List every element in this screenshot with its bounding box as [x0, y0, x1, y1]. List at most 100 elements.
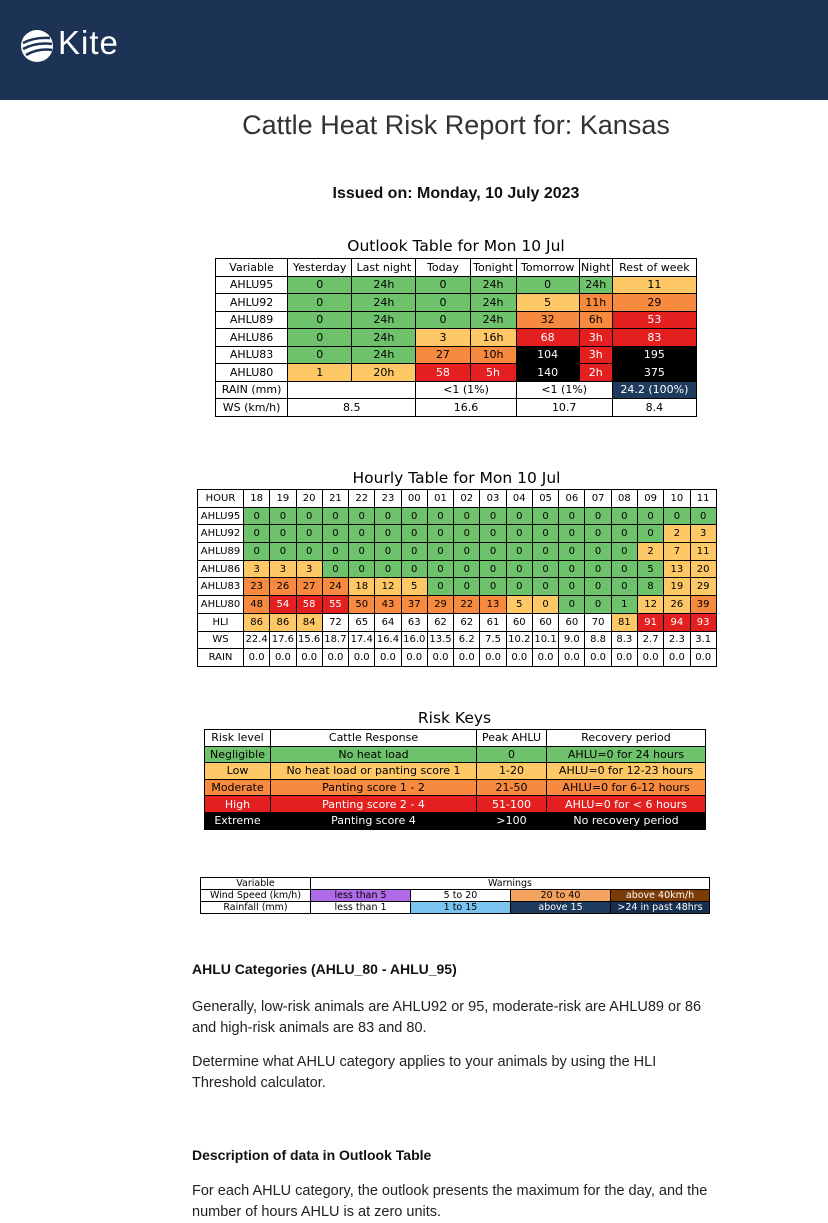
table-cell: 0 — [415, 310, 471, 329]
table-cell: 3 — [242, 559, 271, 579]
table-cell: 1 to 15 — [410, 901, 511, 914]
row-label: RAIN — [197, 648, 244, 667]
table-cell: 61 — [479, 612, 507, 632]
table-cell: 20 — [689, 559, 717, 579]
column-header: HOUR — [197, 489, 244, 508]
table-cell: 0.0 — [453, 648, 481, 667]
table-cell: 8 — [636, 577, 665, 597]
row-label: RAIN (mm) — [214, 380, 289, 399]
table-cell: 51-100 — [476, 795, 547, 813]
table-row: AHLU86 0 24h 3 16h 68 3h 83 — [214, 328, 698, 347]
row-label: AHLU95 — [197, 506, 244, 526]
table-cell: 19 — [663, 577, 691, 597]
table-cell: 54 — [269, 595, 297, 614]
table-cell: 9.0 — [558, 630, 586, 650]
logo-text[interactable]: Kite — [58, 24, 119, 61]
table-cell: 84 — [295, 612, 323, 632]
table-row: WS 22.4 17.6 15.6 18.7 17.4 16.4 16.0 13.5 6.2 7.5… — [197, 630, 717, 650]
table-cell: 60 — [505, 612, 533, 632]
table-cell: 6.2 — [453, 630, 481, 650]
table-cell: 7 — [663, 542, 691, 561]
warnings-table: Variable Warnings Wind Speed (km/h) less th… — [200, 877, 711, 914]
table-row: AHLU83 0 24h 27 10h 104 3h 195 — [214, 345, 698, 364]
table-cell: 3.1 — [689, 630, 717, 650]
table-cell: AHLU=0 for 24 hours — [546, 745, 706, 764]
table-cell: 0 — [321, 506, 350, 526]
table-cell: 0 — [287, 293, 353, 312]
column-header: Today — [415, 258, 471, 277]
table-cell: Panting score 4 — [270, 811, 477, 830]
row-label: AHLU80 — [214, 363, 289, 382]
table-cell: 2.3 — [663, 630, 691, 650]
table-cell: 13 — [663, 559, 691, 579]
table-cell: 58 — [295, 595, 323, 614]
table-cell: 0 — [295, 542, 323, 561]
column-header: 08 — [610, 489, 638, 508]
column-header: 01 — [426, 489, 455, 508]
paragraph: Determine what AHLU category applies to … — [192, 1054, 657, 1091]
table-cell: 43 — [374, 595, 402, 614]
header-row: HOUR 18 19 20 21 22 23 00 01 02 03 04 05 06 07 08 09 10 11 — [197, 489, 717, 508]
table-cell: 0 — [287, 328, 353, 347]
table-row: AHLU92 0 24h 0 24h 5 11h 29 — [214, 293, 698, 312]
table-cell: 86 — [242, 612, 271, 632]
hourly-table: HOUR 18 19 20 21 22 23 00 01 02 03 04 05 06 07 08 09 10 11… — [197, 489, 717, 667]
row-label: AHLU86 — [197, 559, 244, 579]
table-cell: 5 — [400, 577, 428, 597]
column-header: 09 — [636, 489, 665, 508]
table-cell: 195 — [611, 345, 698, 364]
table-row: Low No heat load or panting score 1 1-20 AH… — [204, 762, 706, 780]
column-header: Night — [578, 258, 613, 277]
paragraph: For each AHLU category, the outlook pres… — [192, 1183, 708, 1220]
table-cell: 2h — [578, 363, 613, 382]
table-caption: Risk Keys — [417, 709, 492, 727]
table-cell: 2 — [663, 524, 691, 544]
table-cell: 0 — [479, 559, 507, 579]
table-cell: 1-20 — [476, 762, 547, 780]
table-cell: 16.4 — [374, 630, 402, 650]
row-label: AHLU89 — [197, 542, 244, 561]
table-cell: Negligible — [204, 745, 271, 764]
table-cell: 0 — [479, 524, 507, 544]
column-header: 03 — [479, 489, 507, 508]
table-cell: 27 — [295, 577, 323, 597]
table-cell: 5 to 20 — [410, 889, 511, 902]
column-header: Risk level — [204, 729, 271, 747]
table-row: RAIN (mm) <1 (1%) <1 (1%) 24.2 (100%) — [214, 380, 698, 399]
table-cell: 18 — [348, 577, 376, 597]
table-cell: 60 — [531, 612, 560, 632]
table-cell: 0 — [374, 542, 402, 561]
report-title: Cattle Heat Risk Report for: Kansas — [242, 110, 670, 140]
row-label: HLI — [197, 612, 244, 632]
table-cell: 11h — [578, 293, 613, 312]
table-cell: 5h — [469, 363, 517, 382]
table-cell: <1 (1%) — [515, 380, 613, 399]
table-cell: 0 — [610, 506, 638, 526]
column-header: 07 — [584, 489, 612, 508]
table-cell: 0.0 — [505, 648, 533, 667]
table-cell: 24h — [351, 345, 417, 364]
table-cell: >24 in past 48hrs — [609, 901, 711, 914]
table-cell: 0 — [348, 559, 376, 579]
row-label: AHLU92 — [197, 524, 244, 544]
table-cell: Panting score 2 - 4 — [270, 795, 477, 813]
table-cell: 64 — [374, 612, 402, 632]
table-cell: 72 — [321, 612, 350, 632]
table-cell: 8.8 — [584, 630, 612, 650]
table-cell: 2 — [636, 542, 665, 561]
table-cell: 0 — [453, 577, 481, 597]
table-row: AHLU95 0 24h 0 24h 0 24h 11 — [214, 275, 698, 294]
table-cell: 0.0 — [426, 648, 455, 667]
table-cell: 0 — [287, 310, 353, 329]
table-cell: 32 — [515, 310, 580, 329]
table-cell: 10.1 — [531, 630, 560, 650]
table-cell: 0.0 — [531, 648, 560, 667]
column-header: 19 — [269, 489, 297, 508]
table-cell: No recovery period — [546, 811, 706, 830]
table-cell: 0 — [689, 506, 717, 526]
table-cell: 0 — [558, 577, 586, 597]
table-cell: 24 — [321, 577, 350, 597]
table-cell: 0 — [415, 293, 471, 312]
